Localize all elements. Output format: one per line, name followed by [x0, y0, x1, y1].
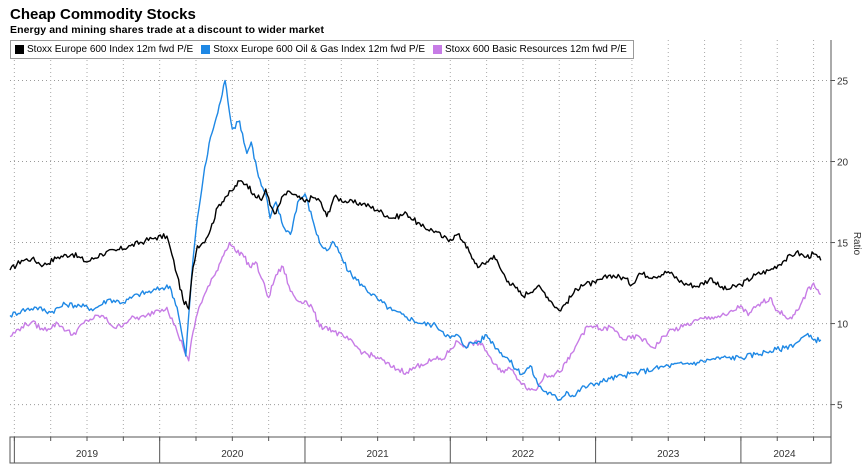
- legend-label-basic-resources: Stoxx 600 Basic Resources 12m fwd P/E: [445, 44, 627, 55]
- x-axis-band: [9, 436, 832, 464]
- legend-item-basic-resources: Stoxx 600 Basic Resources 12m fwd P/E: [433, 44, 627, 55]
- y-axis-label: Ratio: [850, 231, 862, 256]
- chart-subtitle: Energy and mining shares trade at a disc…: [10, 24, 325, 36]
- legend-item-oil-gas: Stoxx Europe 600 Oil & Gas Index 12m fwd…: [201, 44, 425, 55]
- y-tick-label: 15: [837, 239, 849, 250]
- series-layer: [9, 79, 822, 401]
- series-line-oil-gas: [9, 79, 822, 401]
- chart-title: Cheap Commodity Stocks: [10, 6, 196, 23]
- y-tick-label: 20: [837, 158, 849, 169]
- legend-label-oil-gas: Stoxx Europe 600 Oil & Gas Index 12m fwd…: [213, 44, 425, 55]
- axis-layer: 5 10 15 20 25 2019 2020 2021 2022 2023 2024: [9, 40, 849, 464]
- legend-swatch-basic-resources: [433, 45, 442, 54]
- x-tick-label: 2024: [773, 449, 796, 460]
- x-tick-label: 2023: [657, 449, 680, 460]
- legend-item-stoxx-600: Stoxx Europe 600 Index 12m fwd P/E: [15, 44, 193, 55]
- x-tick-label: 2019: [76, 449, 99, 460]
- x-tick-label: 2021: [367, 449, 390, 460]
- y-tick-label: 5: [837, 401, 843, 412]
- legend: Stoxx Europe 600 Index 12m fwd P/E Stoxx…: [10, 40, 634, 59]
- grid-layer: [10, 40, 831, 437]
- legend-swatch-stoxx-600: [15, 45, 24, 54]
- y-tick-label: 25: [837, 77, 849, 88]
- y-tick-label: 10: [837, 320, 849, 331]
- series-line-basic-resources: [9, 241, 822, 391]
- x-tick-label: 2020: [221, 449, 244, 460]
- legend-label-stoxx-600: Stoxx Europe 600 Index 12m fwd P/E: [27, 44, 194, 55]
- x-tick-label: 2022: [512, 449, 535, 460]
- legend-swatch-oil-gas: [201, 45, 211, 54]
- series-line-stoxx-600: [9, 180, 822, 312]
